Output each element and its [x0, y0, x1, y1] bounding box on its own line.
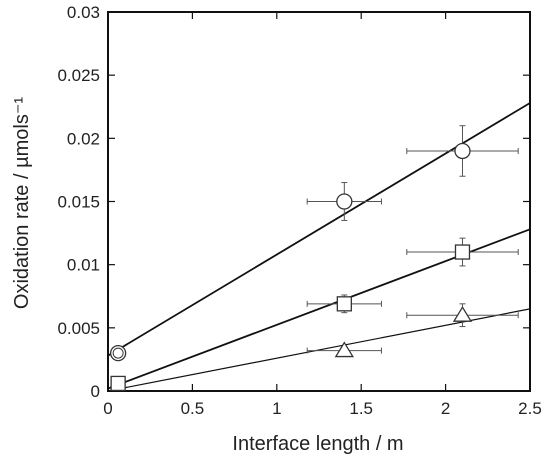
square-data-point — [454, 244, 471, 260]
y-tick-label: 0.02 — [67, 129, 100, 148]
circle-data-point-inner — [112, 347, 124, 359]
y-tick-label: 0.03 — [67, 3, 100, 22]
triangle-data-point — [334, 341, 354, 358]
triangle-fit-line — [107, 308, 531, 392]
y-tick-label: 0.015 — [57, 193, 100, 212]
x-tick-label: 1.5 — [349, 399, 373, 418]
x-axis-label: Interface length / m — [232, 433, 403, 455]
x-tick-label: 2.5 — [518, 399, 542, 418]
plot-area: 0 0.5 1 1.5 2 2.5 0 0.005 0.01 0.015 0.02 0.025 0.03 — [57, 3, 541, 418]
y-axis-label: Oxidation rate / µmols⁻¹ — [11, 97, 33, 309]
circle-data-point — [336, 193, 353, 210]
y-tick-label: 0 — [91, 382, 100, 401]
y-tick-label: 0.005 — [57, 319, 100, 338]
triangle-data-point — [452, 305, 473, 322]
x-tick-label: 0 — [103, 399, 112, 418]
circle-data-point — [454, 142, 471, 160]
x-tick-label: 2 — [441, 399, 450, 418]
y-tick-label: 0.01 — [67, 256, 100, 275]
x-tick-label: 1 — [272, 399, 281, 418]
square-data-point — [110, 375, 126, 392]
square-data-point — [336, 296, 352, 312]
x-tick-label: 0.5 — [181, 399, 205, 418]
y-tick-label: 0.025 — [57, 66, 100, 85]
